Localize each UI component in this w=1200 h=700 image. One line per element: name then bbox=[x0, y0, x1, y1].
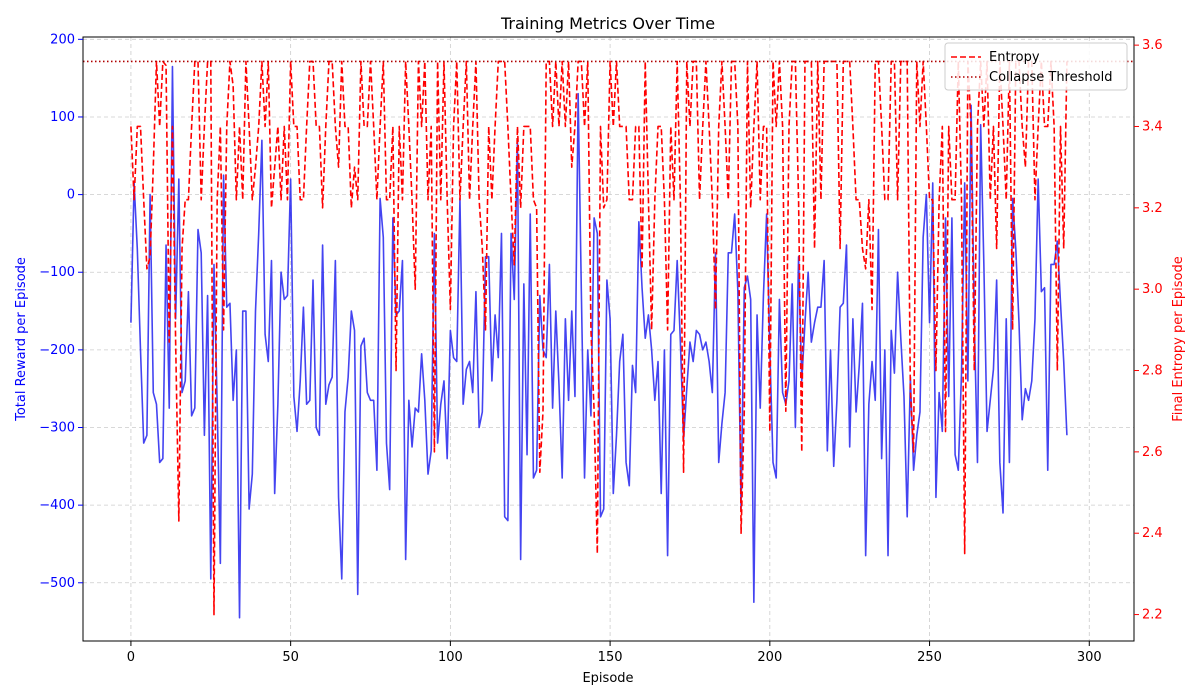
legend: Entropy Collapse Threshold bbox=[944, 42, 1128, 91]
plot-frame bbox=[82, 36, 1135, 642]
left-y-axis-title: Total Reward per Episode bbox=[14, 257, 29, 422]
left-y-tick-label: −300 bbox=[39, 421, 75, 436]
x-axis-title: Episode bbox=[582, 671, 633, 686]
x-tick-label: 0 bbox=[127, 650, 135, 665]
x-axis: 0 50 100 150 200 250 300 bbox=[127, 641, 1102, 665]
left-y-tick-label: −100 bbox=[39, 265, 75, 280]
left-y-tick-label: 0 bbox=[67, 188, 75, 203]
x-tick-label: 50 bbox=[282, 650, 299, 665]
x-tick-label: 300 bbox=[1077, 650, 1102, 665]
left-y-tick-label: −400 bbox=[39, 498, 75, 513]
x-tick-label: 100 bbox=[438, 650, 463, 665]
right-y-axis-title: Final Entropy per Episode bbox=[1171, 256, 1186, 422]
right-y-tick-label: 3.0 bbox=[1142, 282, 1163, 297]
right-y-tick-label: 2.4 bbox=[1142, 526, 1163, 541]
x-tick-label: 150 bbox=[598, 650, 623, 665]
legend-label-entropy: Entropy bbox=[989, 50, 1040, 65]
left-y-axis: 200 100 0 −100 −200 −300 −400 −500 bbox=[39, 32, 83, 591]
x-tick-label: 200 bbox=[757, 650, 782, 665]
legend-box bbox=[944, 42, 1128, 91]
left-y-tick-label: −500 bbox=[39, 576, 75, 591]
series-layer bbox=[83, 60, 1134, 619]
right-y-tick-label: 2.6 bbox=[1142, 445, 1163, 460]
right-y-tick-label: 2.2 bbox=[1142, 608, 1163, 623]
chart-title: Training Metrics Over Time bbox=[500, 14, 715, 33]
legend-label-collapse-threshold: Collapse Threshold bbox=[989, 70, 1112, 85]
right-y-axis: 3.6 3.4 3.2 3.0 2.8 2.6 2.4 2.2 bbox=[1134, 38, 1163, 623]
left-y-tick-label: 100 bbox=[50, 110, 75, 125]
right-y-tick-label: 2.8 bbox=[1142, 364, 1163, 379]
right-y-tick-label: 3.6 bbox=[1142, 38, 1163, 53]
x-tick-label: 250 bbox=[917, 650, 942, 665]
right-y-tick-label: 3.2 bbox=[1142, 201, 1163, 216]
left-y-tick-label: 200 bbox=[50, 32, 75, 47]
entropy-line bbox=[130, 60, 1068, 616]
left-y-tick-label: −200 bbox=[39, 343, 75, 358]
right-y-tick-label: 3.4 bbox=[1142, 119, 1163, 134]
